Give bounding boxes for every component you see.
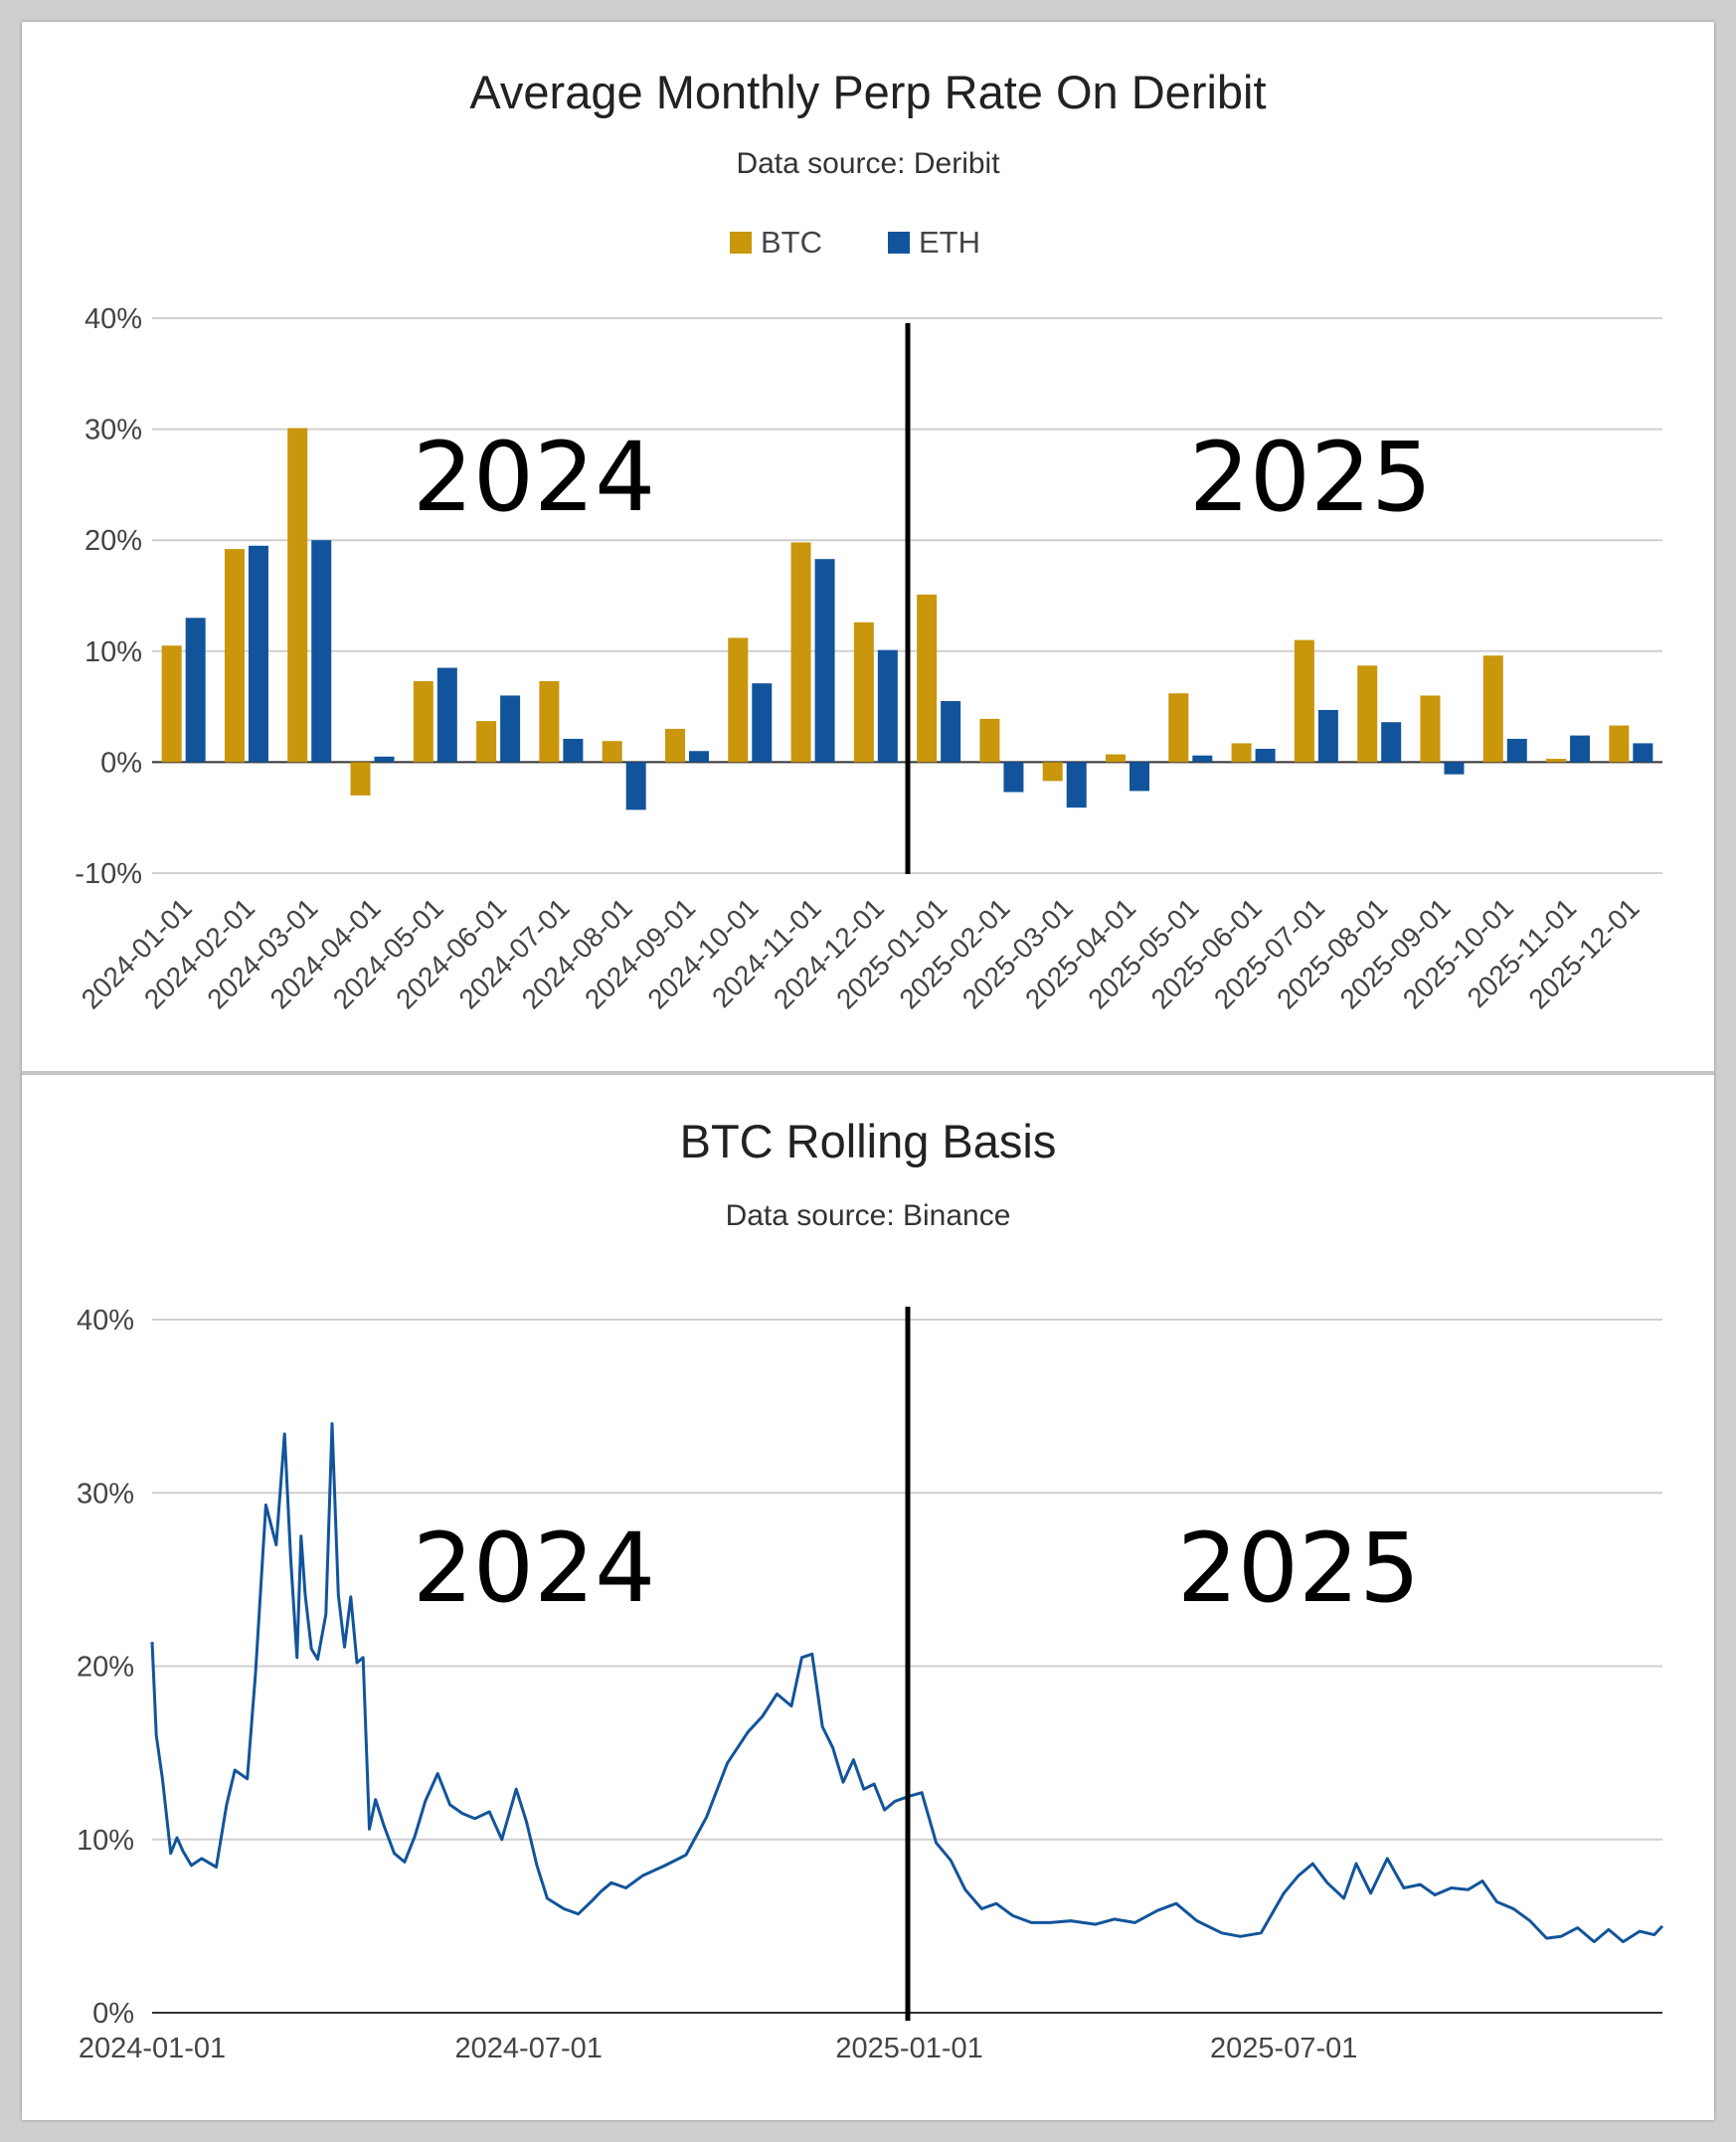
bar-eth [1192, 755, 1213, 763]
bar-btc [853, 622, 874, 763]
chart-title: Average Monthly Perp Rate On Deribit [469, 66, 1266, 118]
y-tick-label: 20% [77, 1652, 134, 1684]
bar-eth [1506, 738, 1527, 763]
x-tick-label: 2025-01-01 [835, 2033, 982, 2064]
bar-btc [224, 549, 245, 763]
bar-eth [752, 683, 773, 763]
y-tick-label: 30% [85, 415, 142, 446]
y-tick-label: 40% [77, 1305, 134, 1337]
y-tick-label: 0% [100, 747, 142, 779]
bar-btc [1168, 693, 1189, 763]
legend-swatch-eth [888, 232, 910, 254]
bar-btc [1294, 639, 1314, 763]
x-tick-labels: 2024-01-01 2024-07-01 2025-01-01 2025-07-01 [79, 2033, 1358, 2064]
bar-eth [1444, 762, 1465, 775]
bar-eth [1003, 762, 1024, 793]
bar-btc [1106, 754, 1127, 763]
panel-divider [22, 1071, 1714, 1075]
year-annotation-2025: 2025 [1177, 1513, 1420, 1624]
year-annotation-2025: 2025 [1189, 422, 1432, 533]
bar-eth [436, 667, 457, 763]
chart-frame: Average Monthly Perp Rate On Deribit Dat… [22, 22, 1714, 2120]
bar-btc [790, 542, 811, 763]
y-tick-label: 20% [85, 525, 142, 557]
bar-eth [941, 701, 961, 763]
bar-btc [664, 728, 685, 763]
chart-subtitle: Data source: Deribit [736, 147, 1000, 180]
legend-label-btc: BTC [761, 225, 822, 260]
bar-eth [1066, 762, 1087, 808]
bar-eth [1317, 709, 1338, 763]
y-tick-label: 0% [92, 1998, 134, 2030]
series-line-btc-basis [150, 1422, 1664, 1944]
y-tick-label: 10% [85, 636, 142, 668]
x-tick-labels: 2024-01-012024-02-012024-03-012024-04-01… [76, 892, 1646, 1014]
bar-btc [1231, 743, 1252, 763]
y-tick-labels: 0% 10% 20% 30% 40% [77, 1305, 134, 2030]
bar-eth [1633, 743, 1653, 763]
bar-btc [476, 721, 497, 763]
bar-btc [1482, 655, 1503, 763]
bar-eth [1570, 735, 1591, 763]
bar-eth [248, 545, 268, 763]
y-tick-label: 30% [77, 1478, 134, 1510]
x-tick-label: 2024-01-01 [79, 2033, 226, 2064]
perp-rate-chart: Average Monthly Perp Rate On Deribit Dat… [75, 66, 1662, 1015]
legend: BTC ETH [730, 225, 980, 260]
bar-eth [625, 762, 646, 810]
bar-btc [287, 428, 308, 763]
chart-subtitle: Data source: Binance [726, 1199, 1011, 1232]
bar-eth [877, 649, 898, 763]
legend-label-eth: ETH [919, 225, 980, 260]
bar-eth [1255, 749, 1276, 763]
bar-btc [1357, 665, 1378, 763]
y-tick-label: 40% [85, 303, 142, 335]
bar-eth [688, 751, 709, 763]
rolling-basis-chart: BTC Rolling Basis Data source: Binance 0… [77, 1115, 1664, 2064]
bar-eth [185, 618, 206, 763]
chart-title: BTC Rolling Basis [680, 1115, 1057, 1167]
bars [161, 428, 1653, 810]
bar-btc [350, 762, 371, 796]
year-annotation-2024: 2024 [413, 1513, 655, 1624]
bar-btc [1042, 762, 1063, 782]
bar-eth [500, 695, 521, 763]
bar-btc [1546, 759, 1567, 763]
bar-btc [728, 637, 749, 763]
y-tick-labels: -10% 0% 10% 20% 30% 40% [75, 303, 142, 890]
bar-btc [917, 594, 938, 763]
bar-eth [1381, 722, 1402, 763]
bar-btc [413, 680, 434, 763]
bar-btc [1609, 725, 1630, 763]
bar-eth [1129, 762, 1150, 792]
legend-swatch-btc [730, 232, 752, 254]
bar-btc [602, 741, 622, 763]
bar-btc [539, 680, 560, 763]
x-tick-label: 2025-07-01 [1210, 2033, 1357, 2064]
y-tick-label: 10% [77, 1825, 134, 1857]
bar-btc [161, 645, 182, 763]
bar-eth [311, 540, 332, 763]
bar-btc [979, 718, 1000, 763]
bar-eth [563, 738, 584, 763]
x-tick-label: 2024-07-01 [455, 2033, 603, 2064]
year-annotation-2024: 2024 [413, 422, 655, 533]
bar-eth [374, 756, 395, 763]
perp-rate-chart-panel: Average Monthly Perp Rate On Deribit Dat… [22, 22, 1714, 1072]
y-tick-label: -10% [75, 858, 142, 890]
rolling-basis-chart-panel: BTC Rolling Basis Data source: Binance 0… [22, 1076, 1714, 2120]
bar-eth [814, 559, 835, 763]
bar-btc [1420, 695, 1441, 763]
